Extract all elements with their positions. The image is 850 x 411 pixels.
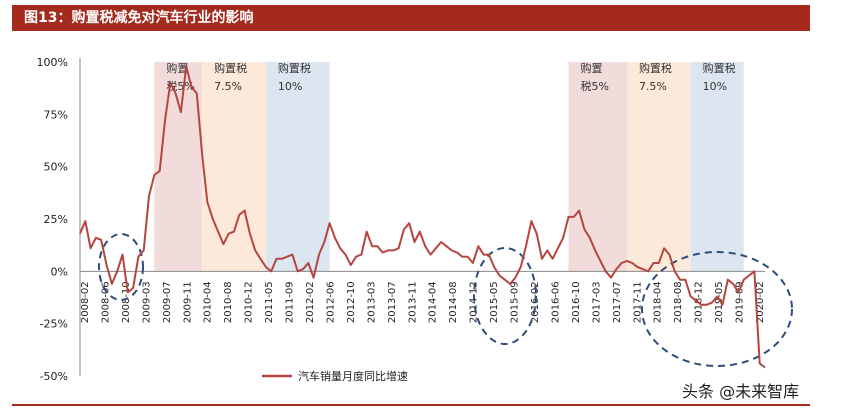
x-tick-label: 2013-07: [387, 281, 398, 323]
chart-annotations: [98, 233, 793, 367]
x-tick-label: 2017-07: [612, 281, 623, 323]
x-tick-label: 2018-04: [653, 281, 664, 323]
chart-legend: 汽车销量月度同比增速: [262, 369, 408, 383]
x-tick-label: 2010-04: [203, 281, 214, 323]
x-tick-label: 2012-10: [346, 281, 357, 323]
dashed-ellipse-annotation-2: [641, 251, 793, 367]
x-tick-label: 2014-04: [428, 281, 439, 323]
policy-band-label-2-a: 购置税: [278, 61, 311, 75]
x-tick-label: 2016-06: [550, 281, 561, 323]
policy-band-4: [626, 62, 691, 272]
x-tick-label: 2017-11: [632, 281, 643, 323]
chart-series: [79, 65, 766, 369]
policy-band-label-1-b: 7.5%: [214, 80, 242, 93]
chart-axes: 100% 75% 50% 25% 0% -25% -50% 2008-02 2008-06 200…: [37, 56, 766, 383]
x-tick-label: 2020-02: [755, 281, 766, 323]
policy-band-label-2-b: 10%: [278, 80, 302, 93]
y-tick-label: 75%: [44, 108, 68, 121]
x-tick-label: 2013-11: [407, 281, 418, 323]
x-tick-label: 2008-06: [100, 281, 111, 323]
policy-band-0: [154, 62, 203, 272]
policy-band-label-5-a: 购置税: [703, 61, 736, 75]
x-tick-label: 2014-08: [448, 281, 459, 323]
x-tick-label: 2018-08: [673, 281, 684, 323]
policy-band-label-4-a: 购置税: [639, 61, 672, 75]
x-tick-label: 2008-10: [121, 281, 132, 323]
x-tick-label: 2011-05: [264, 281, 275, 323]
policy-band-label-5-b: 10%: [703, 80, 727, 93]
policy-band-label-3-b: 税5%: [581, 79, 609, 93]
bottom-rule: [12, 404, 810, 406]
x-tick-label: 2013-03: [366, 281, 377, 323]
policy-band-5: [690, 62, 744, 272]
x-tick-label: 2017-03: [591, 281, 602, 323]
x-tick-label: 2016-10: [571, 281, 582, 323]
policy-band-2: [265, 62, 330, 272]
x-tick-label: 2010-12: [244, 281, 255, 323]
x-tick-label: 2010-08: [223, 281, 234, 323]
policy-band-label-1-a: 购置税: [214, 61, 247, 75]
x-tick-label: 2014-12: [469, 281, 480, 323]
watermark: 头条 @未来智库: [682, 382, 800, 401]
dashed-ellipse-annotation-0: [98, 233, 144, 301]
x-tick-label: 2009-11: [182, 281, 193, 323]
y-tick-label: -50%: [40, 370, 68, 383]
legend-label: 汽车销量月度同比增速: [298, 369, 408, 383]
x-tick-label: 2011-09: [285, 281, 296, 323]
policy-band-1: [202, 62, 266, 272]
chart-title: 图13：购置税减免对汽车行业的影响: [12, 5, 810, 31]
y-tick-label: 0%: [51, 265, 68, 278]
x-tick-label: 2015-05: [489, 281, 500, 323]
y-tick-label: 100%: [37, 56, 68, 69]
series-line-sales-growth: [79, 65, 766, 369]
x-tick-label: 2019-09: [735, 281, 746, 323]
x-tick-label: 2008-02: [80, 281, 91, 323]
y-tick-label: -25%: [40, 318, 68, 331]
dashed-ellipse-annotation-1: [473, 247, 537, 345]
x-tick-label: 2012-02: [305, 281, 316, 323]
x-tick-label: 2009-03: [141, 281, 152, 323]
x-tick-label: 2012-06: [325, 281, 336, 323]
policy-band-label-3-a: 购置: [581, 61, 603, 75]
policy-band-3: [568, 62, 627, 272]
x-tick-label: 2019-05: [714, 281, 725, 323]
x-tick-label: 2015-09: [510, 281, 521, 323]
policy-band-label-4-b: 7.5%: [639, 80, 667, 93]
policy-band-label-0-a: 购置: [166, 61, 188, 75]
y-tick-label: 50%: [44, 161, 68, 174]
x-tick-label: 2009-07: [162, 281, 173, 323]
y-tick-label: 25%: [44, 213, 68, 226]
